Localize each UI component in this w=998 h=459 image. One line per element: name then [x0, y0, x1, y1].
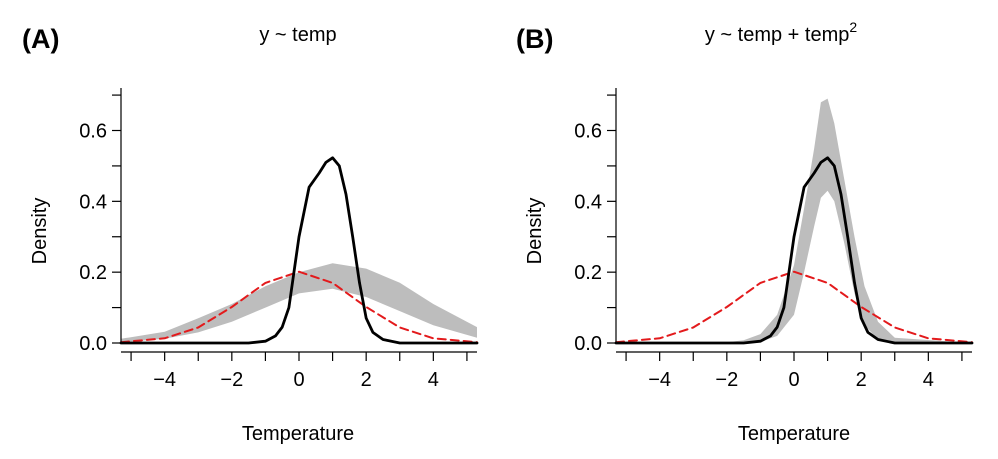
uncertainty-band	[616, 98, 972, 343]
x-tick-label: −4	[153, 369, 176, 391]
y-tick-label: 0.6	[79, 121, 107, 143]
y-axis-label: Density	[29, 198, 51, 265]
series-line-observed	[119, 156, 479, 345]
y-tick-label: 0.4	[79, 191, 107, 213]
x-tick-label: −2	[220, 369, 243, 391]
x-tick-label: 0	[293, 369, 304, 391]
series-line-dashed	[615, 270, 973, 344]
x-axis-label: Temperature	[738, 423, 850, 445]
y-tick-label: 0.2	[79, 262, 107, 284]
series-line-observed	[614, 156, 974, 345]
uncertainty-band	[121, 263, 477, 343]
series-line-dashed	[120, 270, 478, 344]
y-axis-label: Density	[524, 198, 546, 265]
chart-title: y ~ temp	[259, 24, 336, 46]
chart-title-superscript: 2	[849, 19, 857, 35]
panel-label: (B)	[516, 24, 553, 54]
x-tick-label: 2	[361, 369, 372, 391]
y-tick-label: 0.6	[574, 121, 602, 143]
y-tick-label: 0.4	[574, 191, 602, 213]
chart-title: y ~ temp + temp2	[705, 19, 858, 46]
y-tick-label: 0.2	[574, 262, 602, 284]
panel-a: (A) y ~ temp 0.0 0.2 0.4 0.6 −4 −2 0 2 4 Tempera…	[22, 24, 479, 445]
panel-b: (B) y ~ temp + temp2 0.00.20.40.6−4 −2 0 2 4…	[516, 19, 974, 445]
y-tick-label: 0.0	[79, 333, 107, 355]
panel-label: (A)	[22, 24, 59, 54]
x-tick-label: 4	[428, 369, 439, 391]
chart-title-main: y ~ temp + temp	[705, 24, 850, 46]
x-tick-label: 4	[923, 369, 934, 391]
y-tick-label: 0.0	[574, 333, 602, 355]
x-tick-label: −4	[648, 369, 671, 391]
x-tick-label: 2	[856, 369, 867, 391]
x-tick-label: −2	[715, 369, 738, 391]
x-axis-label: Temperature	[242, 423, 354, 445]
x-tick-label: 0	[788, 369, 799, 391]
